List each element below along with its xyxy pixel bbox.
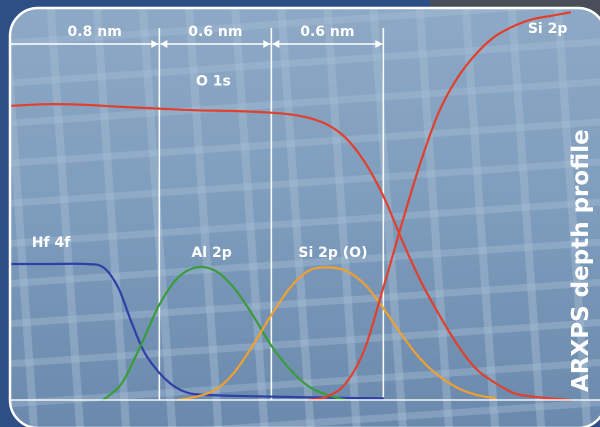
layer-thickness-label-2: 0.6 nm — [188, 24, 242, 40]
series-line-o-1s — [10, 103, 572, 402]
arrowhead-left-3 — [272, 40, 280, 48]
chart-panel: 0.8 nm 0.6 nm 0.6 nm Hf 4f Al 2p Si 2p (O) O … — [10, 8, 600, 427]
layer-thickness-annotations: 0.8 nm 0.6 nm 0.6 nm — [10, 24, 383, 48]
series-label-si-2p-o: Si 2p (O) — [298, 245, 367, 261]
series-label-si-2p: Si 2p — [528, 21, 568, 37]
arrowhead-right-2 — [263, 40, 271, 48]
chart-title: ARXPS depth profile — [568, 129, 594, 392]
arrowhead-right-1 — [151, 40, 159, 48]
panel-texture — [10, 8, 600, 427]
series-label-o-1s: O 1s — [196, 74, 231, 90]
layer-thickness-label-1: 0.8 nm — [68, 24, 122, 40]
arrowhead-right-3 — [375, 40, 383, 48]
panel-border — [8, 6, 600, 427]
series-line-si-2p-o — [176, 266, 497, 402]
series-label-al-2p: Al 2p — [191, 245, 231, 261]
series-labels: Hf 4f Al 2p Si 2p (O) O 1s Si 2p — [32, 21, 568, 261]
layer-thickness-label-3: 0.6 nm — [300, 24, 354, 40]
arrowhead-left-2 — [160, 40, 168, 48]
series-line-si-2p — [307, 11, 572, 402]
series-label-hf-4f: Hf 4f — [32, 235, 71, 251]
layer-boundaries — [158, 28, 385, 400]
series-line-al-2p — [102, 265, 348, 402]
series-line-hf-4f — [10, 262, 385, 400]
series-lines — [10, 11, 572, 402]
